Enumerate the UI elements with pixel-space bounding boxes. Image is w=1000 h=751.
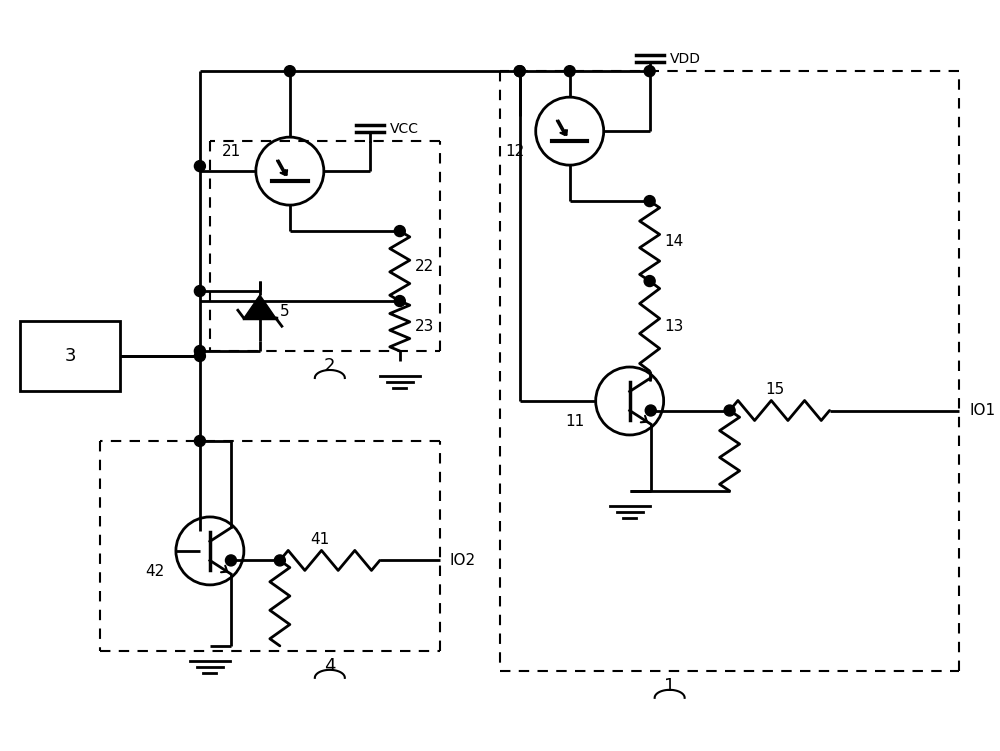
Circle shape: [194, 436, 205, 446]
Circle shape: [564, 65, 575, 77]
Circle shape: [284, 65, 295, 77]
Circle shape: [394, 296, 405, 306]
Text: 2: 2: [324, 357, 336, 375]
Text: 13: 13: [665, 318, 684, 333]
Text: IO1: IO1: [969, 403, 996, 418]
Text: 12: 12: [505, 144, 524, 159]
Text: 14: 14: [665, 234, 684, 249]
Text: 4: 4: [324, 657, 336, 675]
Text: VCC: VCC: [390, 122, 419, 136]
Circle shape: [194, 285, 205, 297]
Text: 15: 15: [765, 382, 784, 397]
Circle shape: [194, 345, 205, 357]
Circle shape: [644, 65, 655, 77]
Text: IO2: IO2: [450, 553, 476, 568]
Text: 11: 11: [565, 414, 584, 429]
Polygon shape: [244, 295, 276, 318]
Circle shape: [194, 351, 205, 361]
Circle shape: [724, 405, 735, 416]
Text: 42: 42: [145, 564, 165, 579]
Text: 41: 41: [310, 532, 329, 547]
Text: 22: 22: [415, 258, 434, 273]
Circle shape: [514, 65, 525, 77]
Circle shape: [394, 225, 405, 237]
Text: 21: 21: [222, 144, 242, 159]
Circle shape: [194, 161, 205, 172]
Text: VDD: VDD: [670, 52, 701, 65]
Text: 5: 5: [280, 303, 289, 318]
Text: 23: 23: [415, 318, 434, 333]
Bar: [20, 321, 120, 391]
Text: 3: 3: [64, 347, 76, 365]
Text: 1: 1: [664, 677, 675, 695]
Circle shape: [644, 276, 655, 287]
Circle shape: [645, 405, 656, 416]
Circle shape: [514, 65, 525, 77]
Circle shape: [644, 195, 655, 207]
Circle shape: [274, 555, 285, 566]
Circle shape: [225, 555, 236, 566]
